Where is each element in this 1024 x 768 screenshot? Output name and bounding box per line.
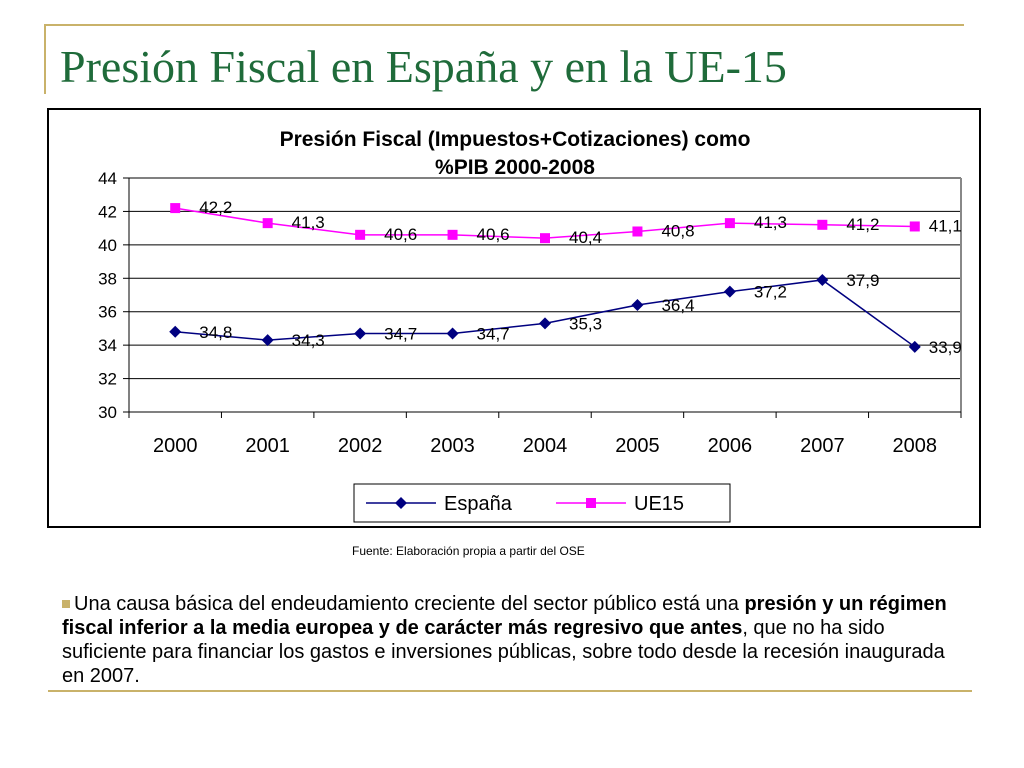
data-point <box>355 229 366 240</box>
frame-top-line <box>44 24 964 26</box>
body-paragraph: Una causa básica del endeudamiento creci… <box>62 592 962 688</box>
data-label: 41,2 <box>846 215 879 234</box>
data-label: 37,9 <box>846 271 879 290</box>
data-label: 33,9 <box>929 338 962 357</box>
legend-label: UE15 <box>634 493 684 515</box>
data-point <box>816 273 829 286</box>
data-point <box>724 218 735 229</box>
data-label: 34,3 <box>292 331 325 350</box>
data-label: 42,2 <box>199 198 232 217</box>
data-label: 41,3 <box>292 213 325 232</box>
x-tick-label: 2006 <box>708 435 753 457</box>
data-point <box>169 325 182 338</box>
series-line-España <box>175 279 916 348</box>
data-point <box>354 327 367 340</box>
x-tick-label: 2003 <box>430 435 475 457</box>
data-label: 40,6 <box>384 225 417 244</box>
data-point <box>261 334 274 347</box>
data-label: 40,8 <box>661 221 694 240</box>
data-point <box>539 317 551 330</box>
data-point <box>908 340 921 353</box>
y-tick-label: 40 <box>98 236 117 255</box>
y-tick-label: 36 <box>98 303 117 322</box>
data-label: 40,6 <box>477 225 510 244</box>
x-tick-label: 2001 <box>245 435 290 457</box>
data-point <box>170 203 181 214</box>
data-point <box>447 229 458 240</box>
x-tick-label: 2005 <box>615 435 660 457</box>
x-tick-label: 2008 <box>893 435 938 457</box>
source-note: Fuente: Elaboración propia a partir del … <box>352 544 585 558</box>
chart-svg: Presión Fiscal (Impuestos+Cotizaciones) … <box>98 128 962 523</box>
data-point <box>909 221 920 232</box>
legend-marker <box>395 497 407 509</box>
data-point <box>817 219 828 230</box>
data-point <box>723 285 736 298</box>
body-text-part1: Una causa básica del endeudamiento creci… <box>74 593 745 615</box>
x-tick-label: 2002 <box>338 435 383 457</box>
data-label: 41,1 <box>929 216 962 235</box>
data-point <box>446 327 459 340</box>
body-text-bold: presión y un régimen fiscal inferior a l… <box>62 593 947 639</box>
data-label: 37,2 <box>754 283 787 302</box>
legend-marker <box>586 498 596 508</box>
data-label: 35,3 <box>569 314 602 333</box>
bullet-icon <box>62 600 70 608</box>
frame-left-line <box>44 24 46 94</box>
data-label: 34,7 <box>384 324 417 343</box>
legend-label: España <box>444 493 513 515</box>
x-tick-label: 2004 <box>523 435 568 457</box>
x-tick-label: 2000 <box>153 435 198 457</box>
data-point <box>632 226 643 237</box>
data-point <box>631 299 644 312</box>
data-label: 36,4 <box>661 296 694 315</box>
y-tick-label: 32 <box>98 370 117 389</box>
y-tick-label: 34 <box>98 336 117 355</box>
y-tick-label: 30 <box>98 403 117 422</box>
y-tick-label: 42 <box>98 202 117 221</box>
chart-box: Presión Fiscal (Impuestos+Cotizaciones) … <box>47 108 981 528</box>
data-point <box>262 218 273 229</box>
chart-title-line: %PIB 2000-2008 <box>435 156 595 179</box>
data-label: 34,8 <box>199 323 232 342</box>
y-tick-label: 44 <box>98 169 117 188</box>
chart-title-line: Presión Fiscal (Impuestos+Cotizaciones) … <box>280 128 751 151</box>
y-tick-label: 38 <box>98 269 117 288</box>
slide-title: Presión Fiscal en España y en la UE-15 <box>60 41 787 92</box>
body-text-part2: , que no ha sido suficiente para financi… <box>62 617 945 687</box>
data-label: 40,4 <box>569 228 602 247</box>
data-label: 34,7 <box>477 324 510 343</box>
x-tick-label: 2007 <box>800 435 845 457</box>
data-point <box>540 233 550 244</box>
bottom-divider <box>48 690 972 692</box>
data-label: 41,3 <box>754 213 787 232</box>
